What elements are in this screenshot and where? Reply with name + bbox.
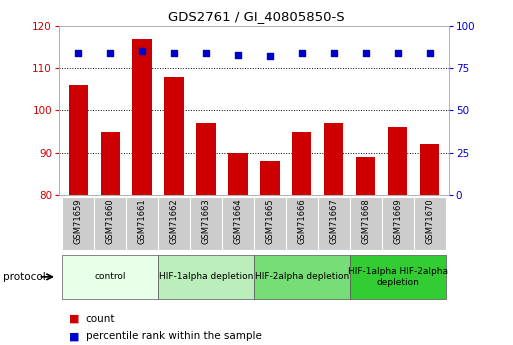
Bar: [420, 144, 439, 195]
Bar: [292, 131, 311, 195]
Text: HIF-1alpha depletion: HIF-1alpha depletion: [159, 272, 253, 282]
Bar: [94, 197, 126, 250]
Text: GSM71668: GSM71668: [361, 198, 370, 244]
Bar: [324, 123, 343, 195]
Text: HIF-2alpha depletion: HIF-2alpha depletion: [255, 272, 349, 282]
Bar: [132, 39, 152, 195]
Bar: [126, 197, 158, 250]
Bar: [413, 197, 446, 250]
Bar: [356, 157, 376, 195]
Point: [170, 50, 178, 56]
Text: GSM71659: GSM71659: [74, 198, 83, 244]
Text: GDS2761 / GI_40805850-S: GDS2761 / GI_40805850-S: [168, 10, 345, 23]
Bar: [228, 152, 248, 195]
Bar: [286, 197, 318, 250]
Point: [266, 53, 274, 59]
Text: GSM71669: GSM71669: [393, 198, 402, 244]
Point: [138, 49, 146, 54]
Bar: [388, 127, 407, 195]
Bar: [165, 77, 184, 195]
Text: ■: ■: [69, 332, 80, 341]
Text: GSM71665: GSM71665: [265, 198, 274, 244]
Bar: [350, 197, 382, 250]
Point: [234, 52, 242, 57]
Text: GSM71660: GSM71660: [106, 198, 114, 244]
Text: GSM71661: GSM71661: [137, 198, 147, 244]
Bar: [158, 197, 190, 250]
Point: [393, 50, 402, 56]
Bar: [190, 197, 222, 250]
Text: GSM71670: GSM71670: [425, 198, 434, 244]
Bar: [350, 255, 446, 299]
Bar: [158, 255, 254, 299]
Text: GSM71664: GSM71664: [233, 198, 243, 244]
Bar: [196, 123, 215, 195]
Point: [74, 50, 82, 56]
Bar: [382, 197, 413, 250]
Point: [362, 50, 370, 56]
Point: [106, 50, 114, 56]
Text: GSM71667: GSM71667: [329, 198, 339, 244]
Text: GSM71666: GSM71666: [298, 198, 306, 244]
Bar: [62, 197, 94, 250]
Text: HIF-1alpha HIF-2alpha
depletion: HIF-1alpha HIF-2alpha depletion: [348, 267, 448, 287]
Point: [298, 50, 306, 56]
Text: percentile rank within the sample: percentile rank within the sample: [86, 332, 262, 341]
Text: GSM71662: GSM71662: [169, 198, 179, 244]
Text: control: control: [94, 272, 126, 282]
Point: [426, 50, 434, 56]
Bar: [62, 255, 158, 299]
Bar: [254, 255, 350, 299]
Text: GSM71663: GSM71663: [202, 198, 210, 244]
Text: count: count: [86, 314, 115, 324]
Point: [202, 50, 210, 56]
Bar: [222, 197, 254, 250]
Text: ■: ■: [69, 314, 80, 324]
Bar: [318, 197, 350, 250]
Point: [330, 50, 338, 56]
Bar: [101, 131, 120, 195]
Bar: [254, 197, 286, 250]
Bar: [69, 85, 88, 195]
Text: protocol: protocol: [3, 272, 45, 282]
Bar: [260, 161, 280, 195]
